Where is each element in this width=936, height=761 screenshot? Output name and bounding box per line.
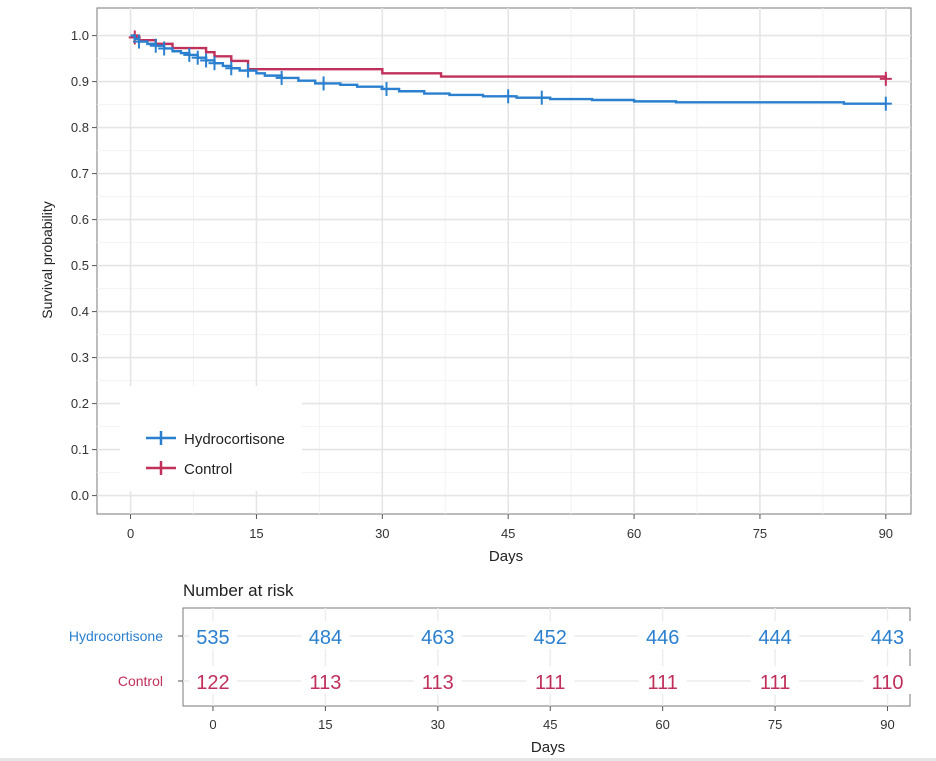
risk-x-tick-label: 30: [431, 717, 445, 732]
risk-count-hydrocortisone: 535: [196, 627, 229, 649]
censor-mark-hydrocortisone: [149, 38, 162, 53]
survival-chart: 0 15 30 45 60 75 90 0.0 0.1 0.2 0.3 0.4 0.5 0.6 0.7 0.8…: [39, 7, 912, 565]
y-tick-label: 0.5: [71, 258, 89, 273]
risk-count-bg: [413, 621, 462, 649]
y-tick-label: 0.9: [71, 74, 89, 89]
censor-mark-hydrocortisone: [275, 70, 288, 85]
risk-count-bg: [863, 621, 912, 649]
legend: Hydrocortisone Control: [120, 386, 302, 491]
risk-count-bg: [751, 621, 800, 649]
risk-count-hydrocortisone: 446: [646, 627, 679, 649]
x-tick-label: 60: [627, 526, 641, 541]
censor-mark-hydrocortisone: [380, 81, 393, 96]
risk-table-x-axis-title: Days: [531, 739, 565, 756]
risk-row-label-hydrocortisone: Hydrocortisone: [69, 628, 163, 644]
risk-table: Number at risk Hydrocortisone 535 484 463 45…: [69, 581, 912, 756]
risk-count-control: 111: [535, 672, 565, 694]
censor-mark-hydrocortisone: [502, 89, 515, 104]
y-tick-label: 0.8: [71, 120, 89, 135]
y-tick-label: 0.1: [71, 442, 89, 457]
y-tick-label: 0.7: [71, 166, 89, 181]
risk-count-bg: [751, 666, 800, 694]
x-axis-title: Days: [489, 548, 523, 565]
risk-count-control: 111: [647, 672, 677, 694]
risk-x-tick-label: 0: [209, 717, 216, 732]
risk-count-bg: [638, 666, 687, 694]
censor-mark-hydrocortisone: [879, 96, 892, 111]
risk-count-bg: [526, 621, 575, 649]
axis-ticks: 0 15 30 45 60 75 90 0.0 0.1 0.2 0.3 0.4 0.5 0.6 0.7 0.8…: [71, 28, 893, 541]
risk-count-bg: [526, 666, 575, 694]
risk-count-bg: [188, 621, 237, 649]
x-tick-label: 0: [127, 526, 134, 541]
risk-x-tick-label: 45: [543, 717, 557, 732]
risk-x-tick-label: 75: [768, 717, 782, 732]
y-tick-label: 1.0: [71, 28, 89, 43]
risk-count-bg: [638, 621, 687, 649]
risk-count-control: 113: [309, 672, 341, 694]
risk-count-control: 113: [422, 672, 454, 694]
risk-count-hydrocortisone: 443: [871, 627, 904, 649]
y-tick-label: 0.0: [71, 488, 89, 503]
risk-x-tick-label: 15: [318, 717, 332, 732]
censor-mark-hydrocortisone: [225, 61, 238, 76]
x-tick-label: 90: [879, 526, 893, 541]
risk-count-hydrocortisone: 444: [758, 627, 791, 649]
risk-x-tick-label: 60: [655, 717, 669, 732]
bottom-divider: [0, 758, 936, 761]
censor-mark-hydrocortisone: [208, 56, 221, 71]
censor-mark-hydrocortisone: [158, 41, 171, 56]
y-axis-title: Survival probability: [39, 201, 55, 319]
censor-mark-hydrocortisone: [535, 90, 548, 105]
legend-label-control: Control: [184, 461, 232, 478]
risk-count-bg: [188, 666, 237, 694]
censor-mark-hydrocortisone: [191, 50, 204, 65]
risk-count-bg: [863, 666, 912, 694]
risk-count-control: 122: [196, 672, 229, 694]
legend-label-hydrocortisone: Hydrocortisone: [184, 431, 285, 448]
risk-count-bg: [301, 666, 350, 694]
risk-table-rows: Hydrocortisone 535 484 463 452 446 444 443 Contr…: [69, 621, 912, 694]
risk-table-axis: 0 15 30 45 60 75 90: [178, 635, 895, 732]
censor-mark-hydrocortisone: [183, 47, 196, 62]
censor-mark-hydrocortisone: [132, 34, 145, 49]
censor-mark-hydrocortisone: [317, 76, 330, 91]
risk-row-label-control: Control: [118, 673, 163, 689]
x-tick-label: 15: [249, 526, 263, 541]
y-tick-label: 0.2: [71, 396, 89, 411]
censor-mark-control: [879, 71, 892, 86]
risk-table-title: Number at risk: [183, 581, 294, 600]
x-tick-label: 45: [501, 526, 515, 541]
risk-count-bg: [413, 666, 462, 694]
censor-mark-hydrocortisone: [242, 63, 255, 78]
risk-count-bg: [301, 621, 350, 649]
x-tick-label: 75: [753, 526, 767, 541]
y-tick-label: 0.4: [71, 304, 89, 319]
x-tick-label: 30: [375, 526, 389, 541]
risk-count-control: 110: [872, 672, 904, 694]
survival-curves: [128, 30, 892, 111]
censor-mark-hydrocortisone: [200, 53, 213, 68]
risk-count-hydrocortisone: 484: [309, 627, 342, 649]
risk-count-hydrocortisone: 452: [534, 627, 567, 649]
risk-count-control: 111: [760, 672, 790, 694]
risk-x-tick-label: 90: [880, 717, 894, 732]
risk-count-hydrocortisone: 463: [421, 627, 454, 649]
y-tick-label: 0.3: [71, 350, 89, 365]
major-gridlines: [97, 8, 911, 514]
y-tick-label: 0.6: [71, 212, 89, 227]
